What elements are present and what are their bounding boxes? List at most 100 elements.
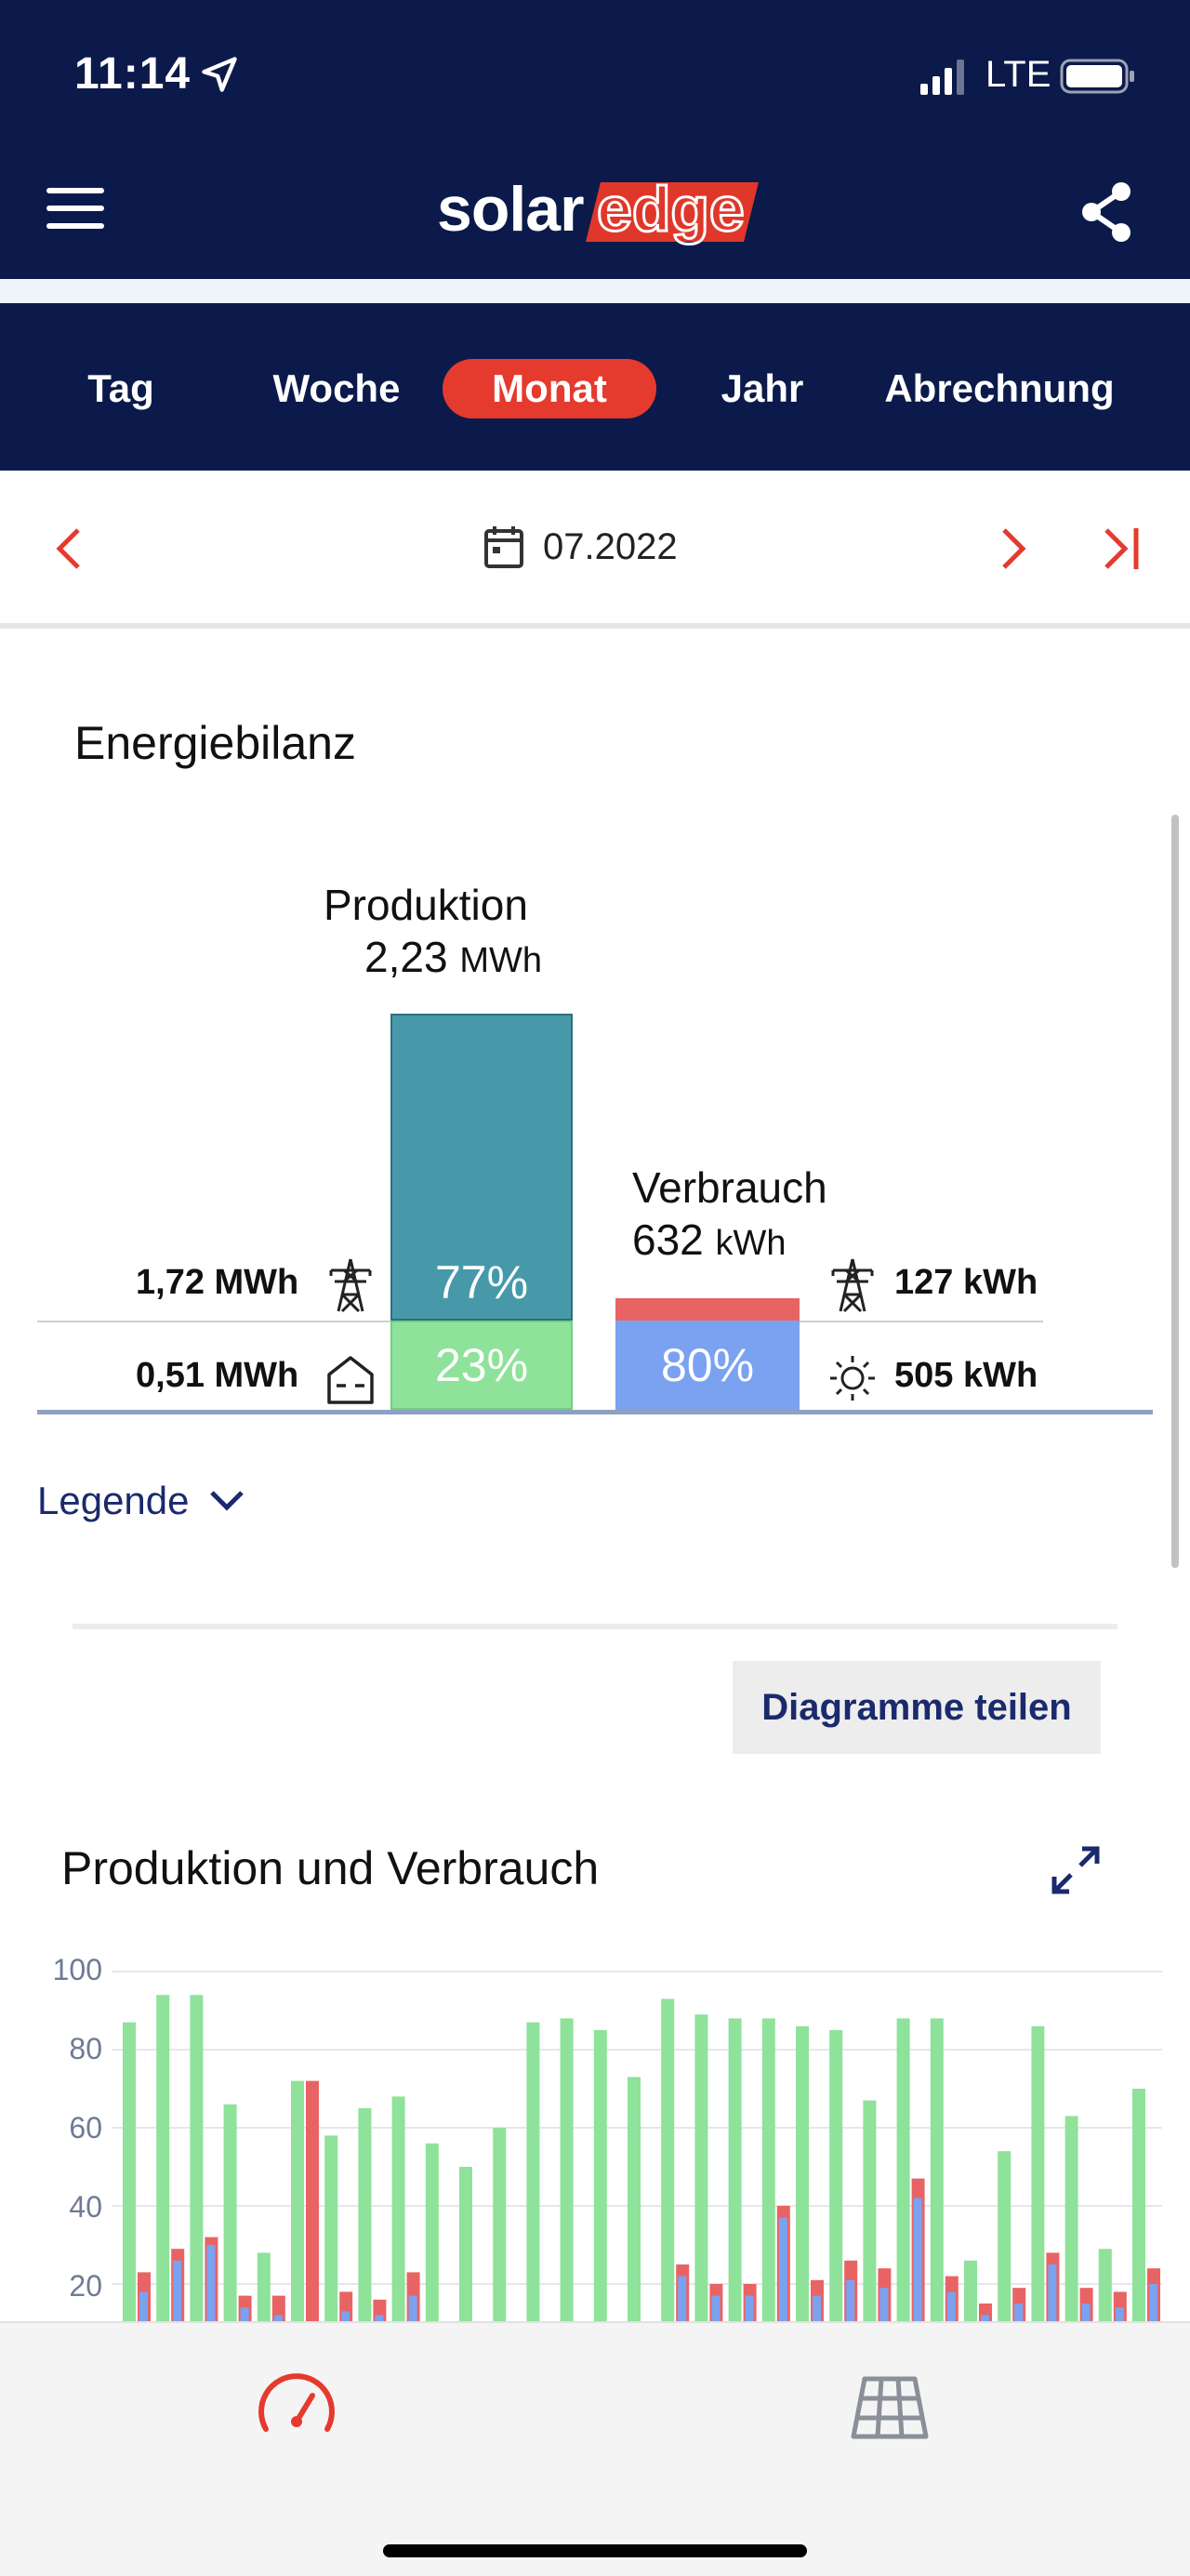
production-bar — [761, 2018, 775, 2325]
self-consumption-bar — [946, 2291, 956, 2325]
tab-tag[interactable]: Tag — [87, 366, 154, 410]
calendar-icon — [484, 526, 523, 568]
production-bar — [324, 2135, 338, 2325]
production-bar — [728, 2018, 742, 2325]
production-bar — [628, 2077, 641, 2325]
production-grid-bar: 77% — [390, 1014, 573, 1321]
production-bar — [863, 2100, 877, 2325]
self-consumption-bar — [1115, 2307, 1124, 2325]
production-bar — [257, 2252, 271, 2325]
self-consumption-bar — [711, 2295, 721, 2325]
self-consumption-bar — [375, 2315, 384, 2325]
production-bar — [391, 2096, 405, 2325]
self-consumption-bar — [879, 2288, 889, 2325]
status-time: 11:14 — [74, 49, 192, 99]
production-self-percent: 23% — [434, 1339, 529, 1391]
production-bar — [1031, 2025, 1045, 2325]
y-tick-label: 40 — [69, 2190, 102, 2224]
production-bar — [661, 1998, 675, 2325]
production-value: 2,23 — [364, 933, 448, 981]
production-bar — [930, 2018, 944, 2325]
production-bar — [1132, 2089, 1145, 2325]
solaredge-logo: solar edge — [437, 173, 759, 247]
tab-woche[interactable]: Woche — [272, 366, 401, 410]
previous-period-icon[interactable] — [50, 524, 87, 573]
share-charts-button[interactable]: Diagramme teilen — [733, 1661, 1101, 1754]
production-bar — [190, 1995, 204, 2325]
self-consumption-bar — [408, 2295, 417, 2325]
production-bar — [1064, 2116, 1078, 2325]
legend-label: Legende — [37, 1479, 190, 1522]
self-consumption-bar — [745, 2295, 754, 2325]
location-arrow-icon — [202, 57, 237, 92]
consumption-unit: kWh — [715, 1224, 787, 1263]
logo-solar-text: solar — [437, 174, 585, 245]
production-grid-percent: 77% — [434, 1256, 529, 1308]
self-consumption-bar — [1081, 2304, 1091, 2325]
production-split-line — [37, 1321, 390, 1322]
production-bar — [493, 2128, 507, 2325]
share-icon[interactable] — [1077, 179, 1136, 246]
self-consumption-bar — [678, 2276, 687, 2325]
production-bar — [425, 2143, 439, 2325]
chevron-down-icon — [209, 1491, 244, 1511]
consumption-label: Verbrauch — [632, 1163, 827, 1212]
energy-balance-baseline — [37, 1410, 1153, 1414]
y-tick-label: 80 — [69, 2032, 102, 2065]
self-consumption-bar — [206, 2245, 216, 2325]
last-period-icon[interactable] — [1101, 524, 1144, 573]
app-header: solar edge — [0, 139, 1190, 279]
y-tick-label: 100 — [52, 1953, 102, 1986]
scrollbar[interactable] — [1171, 815, 1179, 1568]
consumption-bar — [306, 2080, 319, 2325]
chart-plot-area — [112, 1971, 1162, 2325]
self-consumption-bar — [813, 2295, 821, 2325]
production-bar — [223, 2104, 237, 2325]
production-bar — [593, 2030, 607, 2325]
production-unit: MWh — [459, 941, 542, 980]
production-bar — [123, 2022, 136, 2325]
legend-toggle[interactable]: Legende — [37, 1479, 247, 1523]
solar-panel-layout-icon[interactable] — [848, 2371, 932, 2446]
self-consumption-bar — [139, 2291, 148, 2325]
production-bar — [560, 2018, 574, 2325]
tab-jahr[interactable]: Jahr — [721, 366, 804, 410]
self-consumption-bar — [778, 2217, 787, 2325]
current-date: 07.2022 — [543, 525, 678, 567]
self-consumption-bar — [341, 2311, 350, 2325]
consumption-split-line — [800, 1321, 1043, 1322]
production-bar — [694, 2014, 708, 2325]
production-bar — [526, 2022, 540, 2325]
power-pylon-icon — [329, 1258, 372, 1313]
dashboard-gauge-icon[interactable] — [255, 2368, 338, 2442]
expand-icon[interactable] — [1051, 1845, 1101, 1895]
production-bar — [964, 2260, 977, 2325]
self-consumption-bar — [273, 2315, 283, 2325]
production-bar — [358, 2108, 372, 2325]
production-bar — [998, 2151, 1012, 2325]
header-separator — [0, 279, 1190, 303]
tab-abrechnung[interactable]: Abrechnung — [884, 366, 1115, 410]
self-consumption-bar — [1149, 2284, 1157, 2325]
power-pylon-icon — [831, 1258, 874, 1313]
production-consumption-chart: 100 80 60 40 20 — [0, 1944, 1190, 2325]
consumption-solar-value: 505 kWh — [894, 1356, 1038, 1395]
tab-monat[interactable]: Monat — [443, 359, 656, 418]
self-consumption-bar — [1014, 2304, 1024, 2325]
hamburger-menu-icon[interactable] — [46, 188, 104, 231]
chart-title: Produktion und Verbrauch — [61, 1842, 600, 1894]
self-consumption-bar — [981, 2315, 989, 2325]
signal-icon — [920, 60, 964, 95]
production-bar — [896, 2018, 910, 2325]
section-divider — [73, 1624, 1117, 1629]
next-period-icon[interactable] — [995, 524, 1032, 573]
period-tab-bar: Tag Woche Monat Jahr Abrechnung — [0, 303, 1190, 471]
date-picker[interactable]: 07.2022 — [483, 517, 678, 577]
self-consumption-bar — [240, 2307, 249, 2325]
self-consumption-bar — [846, 2279, 855, 2325]
logo-edge-text: edge — [596, 173, 747, 246]
consumption-solar-bar: 80% — [615, 1321, 800, 1410]
production-total: 2,23 MWh — [364, 932, 542, 982]
production-self-bar: 23% — [390, 1321, 573, 1410]
bottom-tab-bar — [0, 2321, 1190, 2576]
